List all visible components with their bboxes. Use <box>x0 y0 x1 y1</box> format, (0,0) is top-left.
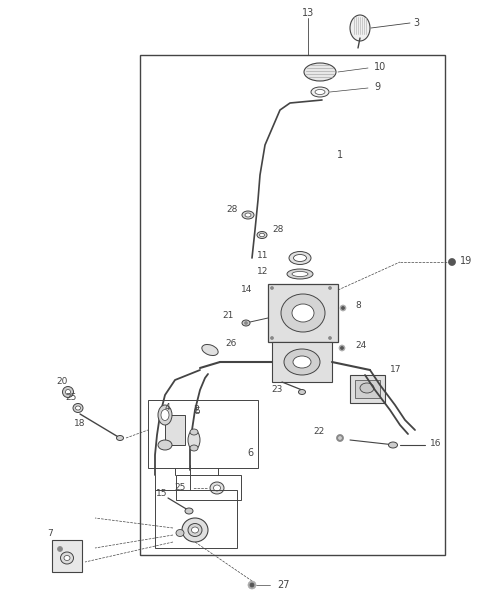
Bar <box>155 490 237 548</box>
Ellipse shape <box>299 389 305 395</box>
Ellipse shape <box>292 271 308 277</box>
Ellipse shape <box>73 403 83 412</box>
Bar <box>165 415 185 445</box>
Text: 4: 4 <box>164 403 170 412</box>
Ellipse shape <box>182 518 208 542</box>
Text: 2: 2 <box>194 405 200 415</box>
Circle shape <box>340 346 344 349</box>
Text: 8: 8 <box>355 301 361 310</box>
Text: 14: 14 <box>240 285 252 295</box>
Bar <box>176 475 241 500</box>
Ellipse shape <box>293 255 307 262</box>
Ellipse shape <box>311 87 329 97</box>
Ellipse shape <box>242 211 254 219</box>
Circle shape <box>250 583 254 587</box>
Ellipse shape <box>292 304 314 322</box>
Ellipse shape <box>62 387 73 398</box>
Ellipse shape <box>190 445 198 451</box>
Circle shape <box>271 337 274 340</box>
Circle shape <box>341 307 345 310</box>
Text: 15: 15 <box>156 489 168 497</box>
Ellipse shape <box>350 15 370 41</box>
Text: 26: 26 <box>225 338 236 348</box>
Text: 25: 25 <box>65 393 77 403</box>
Ellipse shape <box>242 320 250 326</box>
Text: 18: 18 <box>73 419 85 428</box>
Ellipse shape <box>117 436 123 441</box>
Circle shape <box>448 258 456 266</box>
Ellipse shape <box>304 63 336 81</box>
Text: 10: 10 <box>374 62 386 72</box>
Text: 13: 13 <box>302 8 314 18</box>
Ellipse shape <box>64 555 70 560</box>
Text: 21: 21 <box>223 310 234 320</box>
Text: 25: 25 <box>175 483 186 491</box>
Ellipse shape <box>360 383 374 393</box>
Ellipse shape <box>158 405 172 425</box>
Circle shape <box>58 546 62 552</box>
Circle shape <box>248 581 256 589</box>
Bar <box>140 55 445 555</box>
Ellipse shape <box>388 442 397 448</box>
Text: 7: 7 <box>47 530 53 538</box>
Ellipse shape <box>293 356 311 368</box>
Circle shape <box>244 321 248 324</box>
Circle shape <box>336 434 344 442</box>
Text: 6: 6 <box>247 448 253 458</box>
Text: 28: 28 <box>272 225 284 235</box>
Circle shape <box>339 345 345 351</box>
Bar <box>52 540 82 572</box>
Text: 24: 24 <box>355 342 366 351</box>
Circle shape <box>328 287 332 290</box>
Circle shape <box>340 305 346 311</box>
Ellipse shape <box>214 485 220 491</box>
Ellipse shape <box>289 252 311 265</box>
Circle shape <box>271 287 274 290</box>
Text: 28: 28 <box>226 205 238 214</box>
Ellipse shape <box>210 482 224 494</box>
Ellipse shape <box>185 508 193 514</box>
Ellipse shape <box>176 530 184 536</box>
Text: 23: 23 <box>272 386 283 395</box>
Ellipse shape <box>161 409 169 420</box>
Text: 12: 12 <box>257 268 268 277</box>
Ellipse shape <box>190 429 198 435</box>
Text: 1: 1 <box>337 150 343 160</box>
Ellipse shape <box>188 524 202 536</box>
Ellipse shape <box>287 269 313 279</box>
Ellipse shape <box>158 440 172 450</box>
Ellipse shape <box>65 389 71 395</box>
Ellipse shape <box>257 232 267 238</box>
Ellipse shape <box>315 89 325 95</box>
Ellipse shape <box>188 430 200 450</box>
Ellipse shape <box>284 349 320 375</box>
Circle shape <box>338 436 341 439</box>
Ellipse shape <box>60 552 73 564</box>
Circle shape <box>328 337 332 340</box>
Text: 22: 22 <box>314 428 325 436</box>
Ellipse shape <box>202 345 218 356</box>
Ellipse shape <box>245 213 251 217</box>
Text: 20: 20 <box>56 376 68 386</box>
Text: 17: 17 <box>390 365 401 375</box>
Text: 5: 5 <box>194 408 200 417</box>
Bar <box>148 400 258 468</box>
Text: 3: 3 <box>413 18 419 28</box>
Ellipse shape <box>281 294 325 332</box>
Ellipse shape <box>192 527 199 533</box>
Bar <box>355 380 380 398</box>
Text: 9: 9 <box>374 82 380 92</box>
Ellipse shape <box>75 406 81 410</box>
Text: 19: 19 <box>460 256 472 266</box>
Bar <box>268 284 338 342</box>
Text: 27: 27 <box>277 580 289 590</box>
Text: 11: 11 <box>256 251 268 260</box>
Ellipse shape <box>260 233 264 236</box>
Bar <box>350 375 385 403</box>
Text: 16: 16 <box>430 439 442 447</box>
Bar <box>272 342 332 382</box>
